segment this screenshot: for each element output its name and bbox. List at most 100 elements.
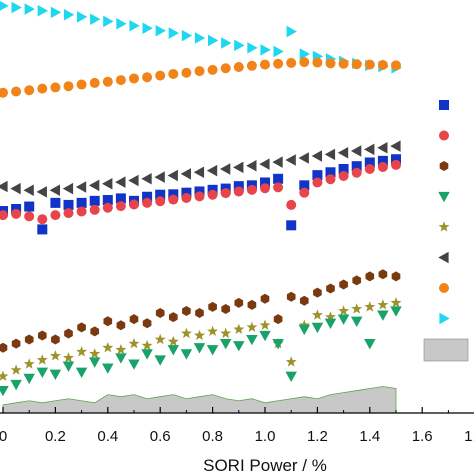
data-point xyxy=(260,59,270,70)
data-point xyxy=(24,3,35,15)
data-point xyxy=(377,161,388,172)
data-point xyxy=(155,189,166,200)
x-tick-label: 0.8 xyxy=(202,428,223,445)
data-point xyxy=(62,361,75,372)
data-point xyxy=(180,327,192,339)
data-point xyxy=(115,75,126,86)
data-point xyxy=(142,318,152,329)
data-point xyxy=(63,81,74,92)
data-point xyxy=(0,342,8,353)
data-point xyxy=(273,173,284,184)
data-point xyxy=(141,339,153,351)
data-point xyxy=(208,301,217,312)
data-point xyxy=(115,353,127,364)
data-point xyxy=(260,44,271,56)
data-point xyxy=(76,206,87,217)
data-point xyxy=(234,297,244,308)
data-point xyxy=(351,167,362,178)
data-point xyxy=(207,189,218,200)
data-point xyxy=(338,170,349,181)
data-point xyxy=(50,197,61,208)
data-point xyxy=(233,181,244,192)
x-tick-label: 0.2 xyxy=(45,428,66,445)
data-point xyxy=(298,319,310,330)
data-point xyxy=(220,188,231,199)
data-point xyxy=(246,321,258,332)
data-point xyxy=(181,187,192,198)
data-point xyxy=(102,341,114,353)
data-point xyxy=(129,73,139,84)
data-point xyxy=(351,303,363,314)
data-point xyxy=(286,25,297,38)
data-point xyxy=(63,208,74,219)
data-point xyxy=(89,195,100,206)
data-point xyxy=(299,48,311,60)
data-point xyxy=(115,344,127,355)
data-point xyxy=(11,1,22,14)
legend-marker xyxy=(438,251,449,264)
data-point xyxy=(0,210,8,221)
data-point xyxy=(286,199,297,210)
data-point xyxy=(233,323,245,335)
series-7 xyxy=(0,297,402,381)
data-point xyxy=(207,64,218,75)
data-point xyxy=(154,171,165,183)
data-point xyxy=(338,58,349,69)
data-point xyxy=(390,297,402,308)
data-point xyxy=(259,158,270,170)
data-point xyxy=(324,318,337,329)
data-point xyxy=(75,181,87,193)
data-point xyxy=(391,159,401,170)
data-point xyxy=(377,155,388,166)
data-point xyxy=(324,148,336,161)
data-point xyxy=(0,180,8,193)
shaded-area-layer xyxy=(2,386,397,414)
data-point xyxy=(313,287,322,298)
data-point xyxy=(23,184,34,196)
x-tick-label: 0.6 xyxy=(150,428,171,445)
data-point xyxy=(24,334,34,345)
data-point xyxy=(364,301,376,312)
data-point xyxy=(352,275,362,286)
x-tick-label: 1.4 xyxy=(359,428,380,445)
legend-marker xyxy=(439,130,449,141)
data-point xyxy=(312,170,323,181)
data-point xyxy=(88,179,100,192)
data-point xyxy=(63,352,74,363)
data-point xyxy=(154,355,166,366)
data-point xyxy=(325,167,336,178)
data-point xyxy=(364,164,375,175)
data-point xyxy=(377,142,388,154)
data-point xyxy=(350,145,362,157)
data-point xyxy=(272,339,284,350)
legend-marker xyxy=(438,191,450,203)
data-point xyxy=(220,63,231,74)
data-point xyxy=(36,186,47,198)
data-point xyxy=(391,60,401,71)
data-point xyxy=(37,83,48,94)
data-point xyxy=(221,37,232,49)
data-point xyxy=(89,348,101,359)
data-point xyxy=(390,140,401,152)
data-point xyxy=(390,306,402,317)
series-2 xyxy=(0,57,401,98)
data-point xyxy=(312,177,323,188)
data-point xyxy=(102,363,114,374)
data-point xyxy=(0,385,9,397)
data-point xyxy=(233,186,244,197)
legend-marker xyxy=(439,312,450,325)
data-point xyxy=(116,18,127,30)
data-point xyxy=(273,58,284,69)
data-point xyxy=(168,194,179,205)
data-point xyxy=(89,77,100,88)
data-point xyxy=(273,182,284,193)
data-point xyxy=(325,174,336,185)
data-point xyxy=(168,27,180,39)
data-point xyxy=(193,166,205,179)
data-point xyxy=(260,183,270,194)
data-point xyxy=(50,82,61,93)
data-point xyxy=(377,310,389,321)
data-point xyxy=(142,22,153,35)
data-point xyxy=(312,57,323,68)
